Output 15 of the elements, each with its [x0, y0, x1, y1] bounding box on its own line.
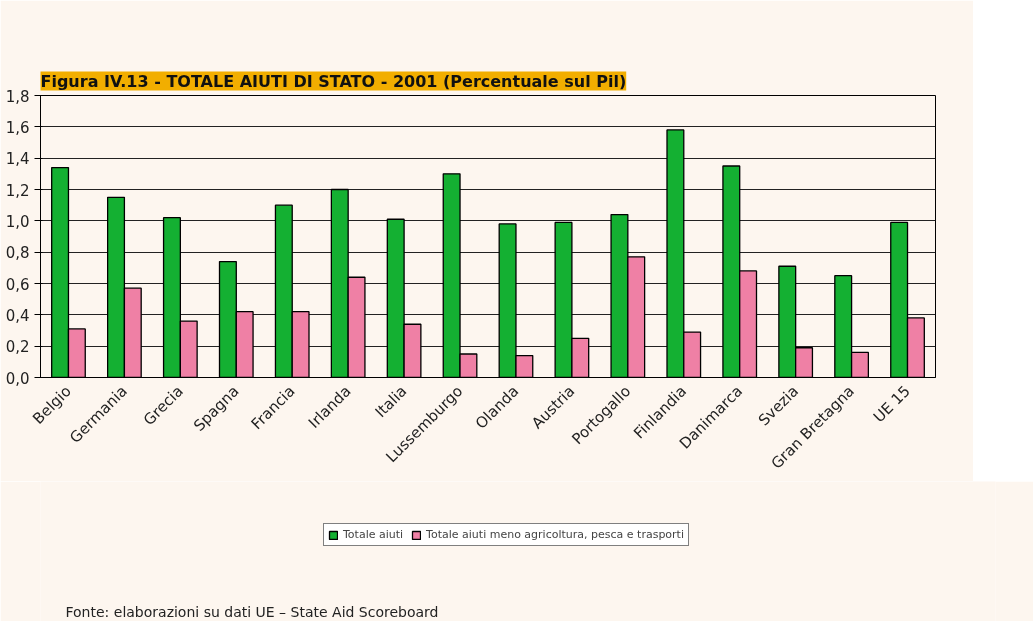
y-tick-label: 0,0 [5, 369, 30, 388]
x-tick-label: UE 15 [869, 382, 914, 427]
y-tick-label: 1,0 [5, 212, 30, 231]
y-tick-label: 1,8 [5, 87, 30, 106]
y-tick-label: 1,4 [5, 150, 30, 169]
y-tick-label: 1,6 [5, 118, 30, 137]
y-tick-label: 0,8 [5, 244, 30, 263]
legend-label: Totale aiuti [343, 528, 404, 541]
source-note: Fonte: elaborazioni su dati UE – State Aid Scoreboard [65, 603, 439, 620]
chart-title: Figura IV.13 - TOTALE AIUTI DI STATO - 2001 (Percentuale sul Pil) [40, 71, 627, 91]
y-tick-label: 0,2 [5, 338, 30, 357]
legend-label: Totale aiuti meno agricoltura, pesca e trasporti [426, 528, 684, 541]
y-tick-label: 0,6 [5, 275, 30, 294]
y-tick-label: 1,2 [5, 181, 30, 200]
y-tick-label: 0,4 [5, 306, 30, 325]
